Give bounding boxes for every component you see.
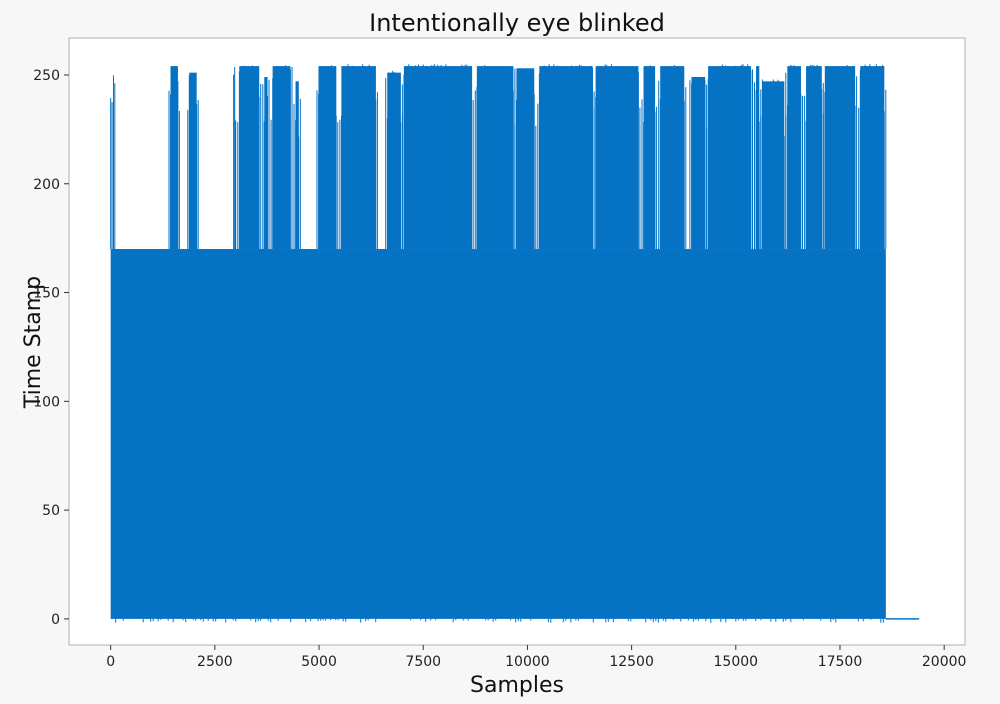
x-tick-label: 2500 — [197, 654, 233, 670]
series-spike-lines — [658, 65, 687, 249]
series-spike-lines — [822, 65, 858, 249]
series-spike-lines — [233, 67, 237, 249]
series-spike-burst — [804, 64, 824, 250]
y-tick-label: 0 — [51, 612, 60, 628]
y-tick-label: 100 — [33, 394, 60, 410]
y-axis-label: Time Stamp — [21, 276, 46, 409]
series-spike-burst — [706, 64, 753, 250]
series-spike-lines — [293, 98, 301, 249]
x-axis-label: Samples — [470, 673, 564, 698]
series-spike-lines — [339, 64, 378, 249]
series-baseline-dips — [115, 618, 884, 623]
series-spike-burst — [754, 66, 762, 250]
series-spike-burst — [168, 66, 180, 250]
series-spike-lines — [514, 69, 537, 249]
series-spike-burst — [858, 64, 887, 250]
series-spike-lines — [168, 68, 180, 249]
series-spike-lines — [641, 65, 658, 249]
series-spike-core — [860, 66, 885, 250]
series-spike-lines — [760, 79, 787, 249]
series-spike-burst — [785, 64, 803, 250]
series-spike-lines — [858, 64, 887, 249]
series-spike-burst — [537, 64, 595, 250]
series-spike-lines — [385, 70, 403, 249]
series-spike-lines — [706, 64, 753, 249]
series-spike-lines — [262, 79, 270, 249]
series-spike-lines — [474, 65, 516, 249]
series-spike-core — [189, 72, 197, 250]
series-spike-burst — [293, 81, 301, 250]
series-spike-core — [708, 66, 751, 250]
series-spike-lines — [316, 65, 339, 249]
series-spike-burst — [187, 72, 199, 250]
series-spike-burst — [316, 65, 339, 250]
series-spike-core — [595, 66, 639, 250]
series-spike-burst — [658, 65, 687, 250]
x-tick-label: 15000 — [714, 654, 759, 670]
axes-layer: 0 2500 5000 7500 10000 12500 15000 17500 20000 0 5… — [33, 68, 966, 670]
series-spike-core — [170, 66, 178, 250]
series-spike-core — [272, 66, 291, 250]
series-spike-burst — [401, 64, 474, 250]
series-spike-burst — [339, 64, 378, 250]
series-spike-lines — [110, 75, 116, 249]
series-spike-lines — [237, 65, 262, 249]
series-layer — [110, 64, 920, 623]
series-spike-burst — [474, 65, 516, 250]
series-spike-lines — [785, 64, 803, 249]
x-tick-label: 7500 — [405, 654, 441, 670]
series-spike-core — [341, 66, 376, 250]
series-spike-burst — [822, 65, 858, 250]
series-spike-burst — [689, 76, 708, 250]
x-tick-label: 0 — [106, 654, 115, 670]
series-spike-burst — [233, 67, 237, 249]
series-spike-burst — [641, 65, 658, 250]
series-spike-lines — [754, 82, 762, 249]
y-tick-label: 150 — [33, 286, 60, 302]
chart-title: Intentionally eye blinked — [369, 9, 665, 37]
x-tick-label: 10000 — [505, 654, 550, 670]
x-tick-label: 17500 — [818, 654, 863, 670]
series-spike-core — [516, 68, 535, 250]
series-spike-core — [660, 66, 685, 250]
series-spike-lines — [593, 64, 641, 249]
series-spike-core — [476, 66, 514, 250]
series-spike-burst — [262, 76, 270, 250]
series-spike-lines — [401, 64, 474, 249]
series-spike-core — [318, 66, 337, 250]
x-tick-label: 5000 — [301, 654, 337, 670]
y-tick-label: 200 — [33, 177, 60, 193]
series-spike-burst — [110, 75, 116, 249]
x-tick-label: 20000 — [922, 654, 967, 670]
y-tick-label: 50 — [42, 503, 60, 519]
series-spike-lines — [689, 78, 708, 249]
series-spike-core — [539, 66, 593, 250]
series-spike-burst — [514, 68, 537, 250]
series-spike-lines — [270, 65, 293, 249]
series-dense-band — [110, 249, 886, 619]
x-tick-label: 12500 — [609, 654, 654, 670]
series-spike-lines — [537, 64, 595, 249]
series-spike-burst — [385, 70, 403, 250]
series-spike-burst — [237, 65, 262, 250]
series-spike-core — [643, 66, 656, 250]
y-tick-label: 250 — [33, 68, 60, 84]
series-spike-burst — [593, 64, 641, 250]
series-spike-burst — [760, 79, 787, 250]
series-spike-burst — [270, 65, 293, 250]
series-spike-lines — [804, 64, 824, 249]
series-spike-lines — [187, 75, 199, 249]
